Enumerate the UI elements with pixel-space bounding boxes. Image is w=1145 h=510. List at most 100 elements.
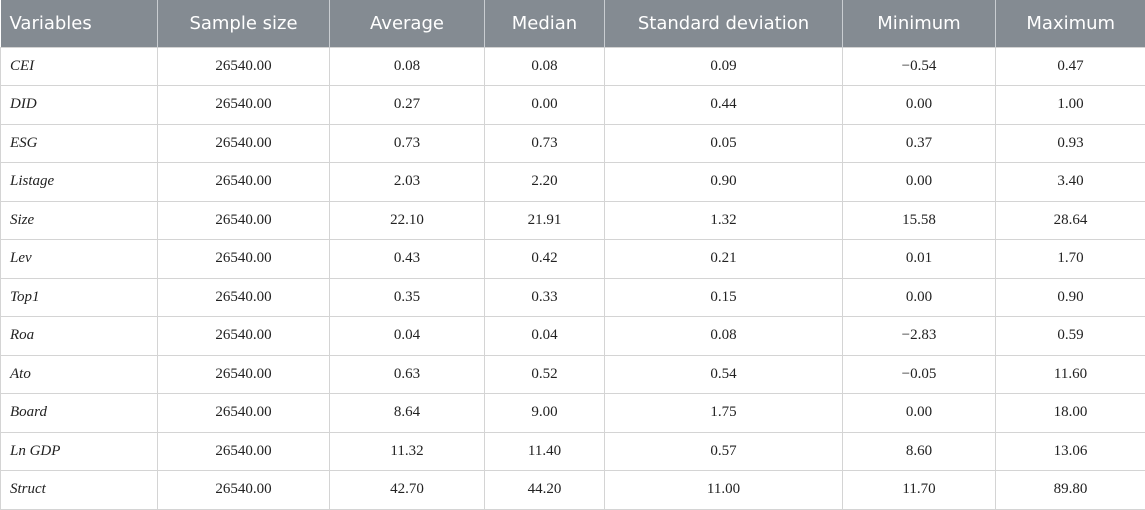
average-cell: 42.70: [329, 470, 485, 510]
std-dev-cell: 0.54: [604, 354, 843, 394]
table-row: Struct 26540.00 42.70 44.20 11.00 11.70 89.80: [0, 470, 1145, 510]
std-dev-cell: 0.15: [604, 277, 843, 317]
median-cell: 11.40: [484, 431, 605, 471]
header-row: Variables Sample size Average Median Sta…: [0, 0, 1145, 47]
table-row: Roa 26540.00 0.04 0.04 0.08 −2.83 0.59: [0, 316, 1145, 356]
sample-size-cell: 26540.00: [157, 162, 330, 202]
minimum-cell: 0.00: [842, 162, 996, 202]
average-cell: 22.10: [329, 200, 485, 240]
median-cell: 0.04: [484, 316, 605, 356]
sample-size-cell: 26540.00: [157, 123, 330, 163]
median-cell: 0.73: [484, 123, 605, 163]
std-dev-cell: 0.57: [604, 431, 843, 471]
std-dev-cell: 0.90: [604, 162, 843, 202]
header-median: Median: [484, 0, 605, 47]
maximum-cell: 3.40: [995, 162, 1145, 202]
table-header: Variables Sample size Average Median Sta…: [0, 0, 1145, 47]
average-cell: 0.27: [329, 85, 485, 125]
minimum-cell: 0.00: [842, 85, 996, 125]
average-cell: 11.32: [329, 431, 485, 471]
sample-size-cell: 26540.00: [157, 200, 330, 240]
table-row: Listage 26540.00 2.03 2.20 0.90 0.00 3.40: [0, 162, 1145, 202]
header-minimum: Minimum: [842, 0, 996, 47]
std-dev-cell: 1.75: [604, 393, 843, 433]
minimum-cell: 0.37: [842, 123, 996, 163]
variable-cell: ESG: [0, 123, 158, 163]
sample-size-cell: 26540.00: [157, 85, 330, 125]
maximum-cell: 1.70: [995, 239, 1145, 279]
maximum-cell: 0.59: [995, 316, 1145, 356]
header-sample-size: Sample size: [157, 0, 330, 47]
average-cell: 8.64: [329, 393, 485, 433]
average-cell: 2.03: [329, 162, 485, 202]
variable-cell: Size: [0, 200, 158, 240]
median-cell: 0.00: [484, 85, 605, 125]
sample-size-cell: 26540.00: [157, 277, 330, 317]
sample-size-cell: 26540.00: [157, 431, 330, 471]
maximum-cell: 18.00: [995, 393, 1145, 433]
maximum-cell: 1.00: [995, 85, 1145, 125]
variable-cell: Ln GDP: [0, 431, 158, 471]
median-cell: 44.20: [484, 470, 605, 510]
std-dev-cell: 11.00: [604, 470, 843, 510]
maximum-cell: 0.47: [995, 46, 1145, 86]
std-dev-cell: 1.32: [604, 200, 843, 240]
average-cell: 0.63: [329, 354, 485, 394]
minimum-cell: 11.70: [842, 470, 996, 510]
sample-size-cell: 26540.00: [157, 46, 330, 86]
sample-size-cell: 26540.00: [157, 470, 330, 510]
minimum-cell: 8.60: [842, 431, 996, 471]
variable-cell: Top1: [0, 277, 158, 317]
variable-cell: CEI: [0, 46, 158, 86]
variable-cell: Listage: [0, 162, 158, 202]
std-dev-cell: 0.08: [604, 316, 843, 356]
header-maximum: Maximum: [1026, 12, 1116, 34]
minimum-cell: 0.00: [842, 393, 996, 433]
sample-size-cell: 26540.00: [157, 316, 330, 356]
minimum-cell: −2.83: [842, 316, 996, 356]
average-cell: 0.08: [329, 46, 485, 86]
sample-size-cell: 26540.00: [157, 393, 330, 433]
std-dev-cell: 0.05: [604, 123, 843, 163]
minimum-cell: 0.01: [842, 239, 996, 279]
std-dev-cell: 0.09: [604, 46, 843, 86]
median-cell: 0.08: [484, 46, 605, 86]
maximum-cell: 11.60: [995, 354, 1145, 394]
table-row: Size 26540.00 22.10 21.91 1.32 15.58 28.64: [0, 200, 1145, 240]
std-dev-cell: 0.21: [604, 239, 843, 279]
minimum-cell: 15.58: [842, 200, 996, 240]
average-cell: 0.43: [329, 239, 485, 279]
maximum-cell: 28.64: [995, 200, 1145, 240]
header-variables: Variables: [0, 0, 158, 47]
variable-cell: Board: [0, 393, 158, 433]
median-cell: 9.00: [484, 393, 605, 433]
variable-cell: Lev: [0, 239, 158, 279]
minimum-cell: −0.05: [842, 354, 996, 394]
median-cell: 21.91: [484, 200, 605, 240]
std-dev-cell: 0.44: [604, 85, 843, 125]
table-row: Board 26540.00 8.64 9.00 1.75 0.00 18.00: [0, 393, 1145, 433]
minimum-cell: −0.54: [842, 46, 996, 86]
variable-cell: Struct: [0, 470, 158, 510]
maximum-cell: 13.06: [995, 431, 1145, 471]
table-row: DID 26540.00 0.27 0.00 0.44 0.00 1.00: [0, 85, 1145, 125]
table-row: ESG 26540.00 0.73 0.73 0.05 0.37 0.93: [0, 123, 1145, 163]
average-cell: 0.04: [329, 316, 485, 356]
average-cell: 0.73: [329, 123, 485, 163]
header-standard-deviation: Standard deviation: [604, 0, 843, 47]
table-row: Ato 26540.00 0.63 0.52 0.54 −0.05 11.60: [0, 354, 1145, 394]
maximum-cell: 89.80: [995, 470, 1145, 510]
maximum-cell: 0.90: [995, 277, 1145, 317]
maximum-cell: 0.93: [995, 123, 1145, 163]
minimum-cell: 0.00: [842, 277, 996, 317]
median-cell: 2.20: [484, 162, 605, 202]
table-row: Ln GDP 26540.00 11.32 11.40 0.57 8.60 13.06: [0, 431, 1145, 471]
header-average: Average: [329, 0, 485, 47]
median-cell: 0.33: [484, 277, 605, 317]
sample-size-cell: 26540.00: [157, 354, 330, 394]
table-row: CEI 26540.00 0.08 0.08 0.09 −0.54 0.47: [0, 46, 1145, 86]
average-cell: 0.35: [329, 277, 485, 317]
variable-cell: Ato: [0, 354, 158, 394]
table-body: CEI 26540.00 0.08 0.08 0.09 −0.54 0.47 DID 26540…: [0, 46, 1145, 510]
